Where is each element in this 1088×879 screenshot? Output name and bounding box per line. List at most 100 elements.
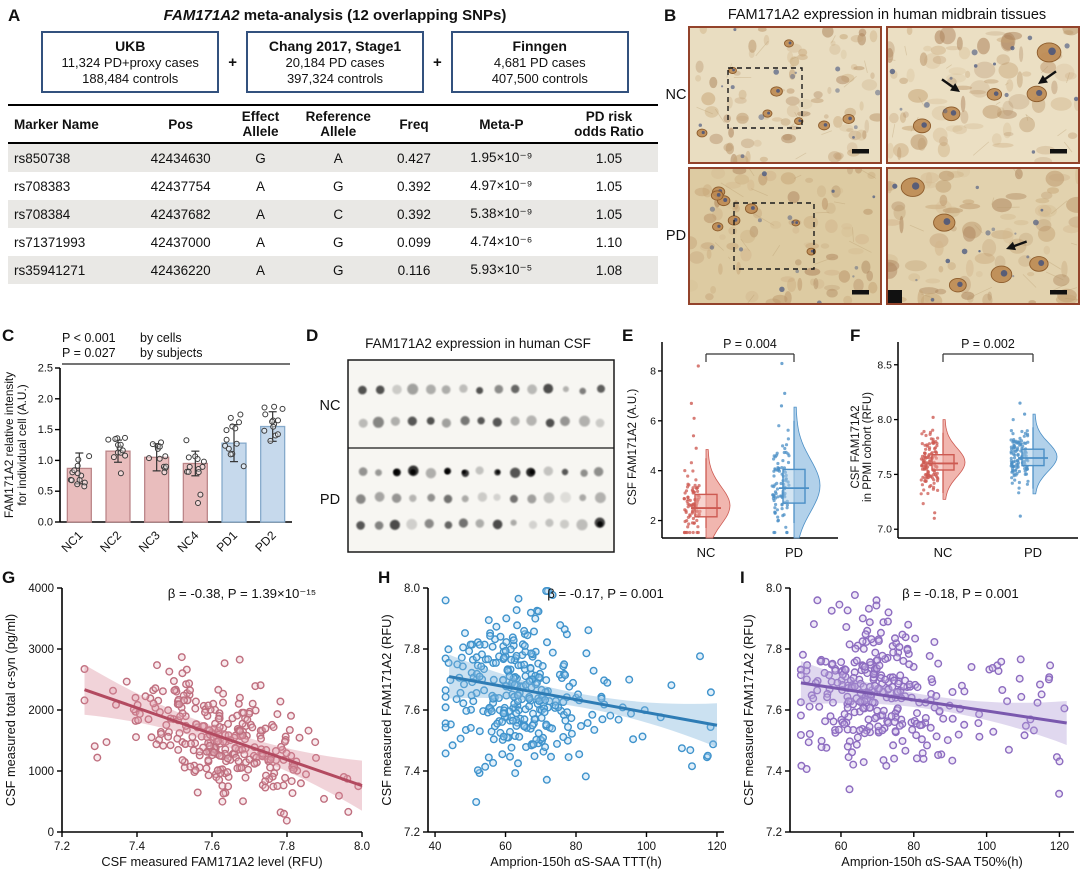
svg-text:100: 100 [977,841,996,853]
svg-text:1.0: 1.0 [38,455,53,467]
svg-text:2000: 2000 [28,705,54,717]
ihc-image-pd-zoom [886,167,1080,305]
snp-table-cell: rs35941271 [8,256,132,284]
panel-a-title-rest: meta-analysis (12 overlapping SNPs) [240,7,507,24]
svg-text:CSF measured FAM171A2 (RFU): CSF measured FAM171A2 (RFU) [379,614,394,805]
plus-sign: + [433,54,442,71]
svg-text:NC: NC [320,398,341,414]
cohort-cases: 4,681 PD cases [461,55,619,70]
snp-table-cell: 4.74×10⁻⁶ [443,228,560,256]
svg-text:1000: 1000 [28,766,54,778]
svg-text:7.2: 7.2 [54,841,70,853]
gene-name: FAM171A2 [164,7,240,24]
svg-text:0.5: 0.5 [38,486,53,498]
row-label-pd: PD [664,228,688,244]
plus-sign: + [228,54,237,71]
svg-text:Amprion-150h αS-SAA TTT(h): Amprion-150h αS-SAA TTT(h) [490,854,661,869]
svg-text:7.6: 7.6 [204,841,220,853]
svg-text:0.0: 0.0 [38,517,53,529]
cohort-box-chang2017: Chang 2017, Stage1 20,184 PD cases 397,3… [246,31,424,93]
svg-text:CSF FAM171A2 (A.U.): CSF FAM171A2 (A.U.) [627,389,639,505]
snp-table-cell: A [230,172,292,200]
snp-table-cell: 42436220 [132,256,230,284]
snp-table-cell: 1.05 [560,143,658,172]
svg-text:in PPMI cohort (RFU): in PPMI cohort (RFU) [862,392,874,502]
svg-text:7.4: 7.4 [404,766,421,778]
svg-text:PD1: PD1 [214,528,241,555]
svg-text:0: 0 [48,827,54,839]
svg-text:7.8: 7.8 [404,644,420,656]
svg-text:β = -0.17, P = 0.001: β = -0.17, P = 0.001 [547,586,664,601]
svg-text:2.5: 2.5 [38,363,53,375]
panel-b-title: FAM171A2 expression in human midbrain ti… [688,7,1086,23]
panel-a-meta-analysis: A FAM171A2 meta-analysis (12 overlapping… [8,6,662,322]
svg-text:NC1: NC1 [59,528,86,555]
ihc-image-nc-zoom [886,26,1080,164]
snp-table-cell: 1.10 [560,228,658,256]
svg-text:NC: NC [697,545,716,560]
svg-text:P = 0.027: P = 0.027 [62,346,116,360]
svg-text:NC2: NC2 [97,528,124,555]
svg-text:3000: 3000 [28,644,54,656]
snp-table-cell: rs71371993 [8,228,132,256]
svg-text:100: 100 [637,841,656,853]
column-header: Meta-P [443,105,560,143]
svg-text:7.8: 7.8 [766,644,782,656]
panel-e-label: E [622,326,633,346]
svg-text:7.0: 7.0 [877,524,892,536]
column-header: Pos [132,105,230,143]
microscopy-image [888,169,1078,303]
svg-text:β = -0.18, P = 0.001: β = -0.18, P = 0.001 [902,586,1019,601]
snp-table-cell: 0.116 [385,256,443,284]
snp-table-cell: G [291,256,385,284]
svg-text:CSF measured total α-syn (pg/m: CSF measured total α-syn (pg/ml) [3,614,18,806]
svg-text:PD: PD [1024,545,1042,560]
panel-f-label: F [850,326,860,346]
snp-table-cell: A [230,228,292,256]
svg-text:120: 120 [707,841,726,853]
column-header: Reference Allele [291,105,385,143]
cohort-name: Finngen [461,38,619,54]
svg-text:by subjects: by subjects [140,346,203,360]
cohort-row: UKB 11,324 PD+proxy cases 188,484 contro… [8,31,662,93]
ihc-image-pd-overview [688,167,882,305]
svg-text:NC4: NC4 [175,528,202,555]
panel-a-label: A [8,6,20,26]
cohort-box-finngen: Finngen 4,681 PD cases 407,500 controls [451,31,629,93]
svg-text:P = 0.004: P = 0.004 [723,337,777,351]
svg-text:7.6: 7.6 [766,705,782,717]
svg-text:8: 8 [650,365,656,377]
snp-table-cell: rs850738 [8,143,132,172]
svg-text:7.4: 7.4 [129,841,146,853]
svg-text:Amprion-150h αS-SAA T50%(h): Amprion-150h αS-SAA T50%(h) [841,854,1022,869]
svg-text:1.5: 1.5 [38,424,53,436]
microscopy-image [888,28,1078,162]
svg-text:8.0: 8.0 [404,583,420,595]
svg-text:FAM171A2 relative intensity: FAM171A2 relative intensity [2,372,16,518]
panel-b-label: B [664,6,676,26]
ihc-row-nc: NC [664,26,1086,164]
panel-b-midbrain-ihc: B FAM171A2 expression in human midbrain … [664,6,1086,322]
snp-table-cell: 42434630 [132,143,230,172]
panel-i-label: I [740,568,745,588]
svg-text:NC: NC [934,545,953,560]
svg-text:for individual cell (A.U.): for individual cell (A.U.) [15,384,29,505]
snp-table-cell: 1.05 [560,200,658,228]
panel-c-label: C [2,326,14,346]
svg-text:8.0: 8.0 [354,841,370,853]
ihc-image-nc-overview [688,26,882,164]
svg-text:2.0: 2.0 [38,393,53,405]
column-header: Freq [385,105,443,143]
column-header: Marker Name [8,105,132,143]
svg-text:7.4: 7.4 [766,766,783,778]
